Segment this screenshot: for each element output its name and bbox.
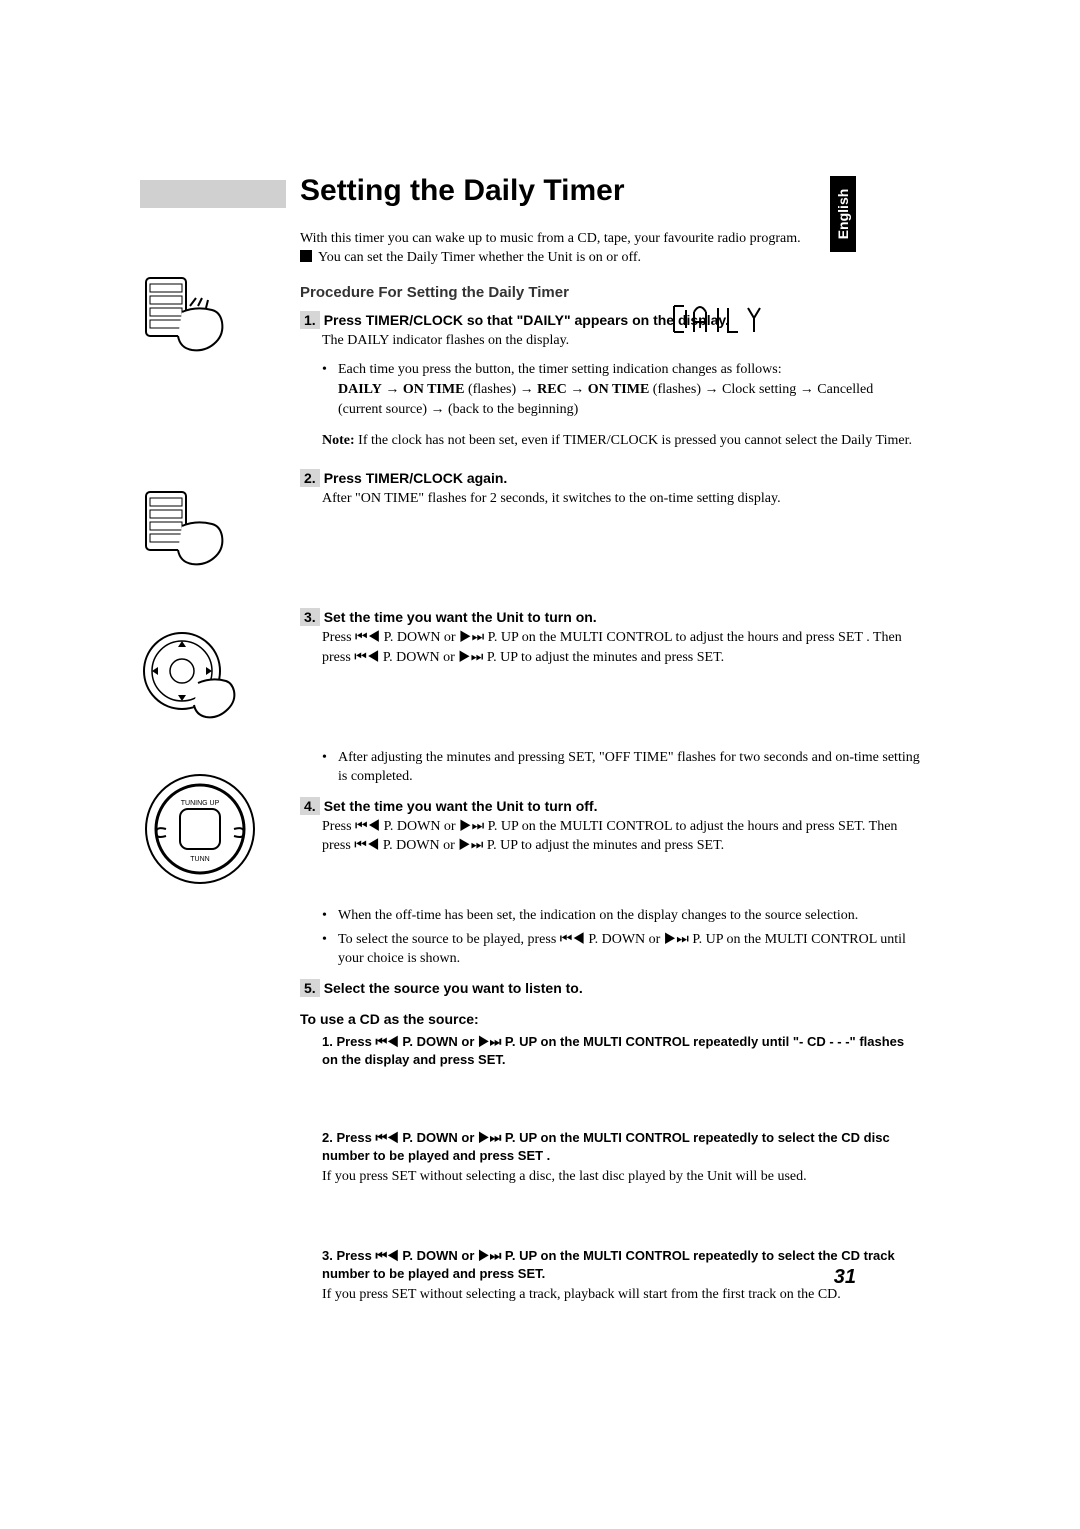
substep-1: 1. Press ⏮◀ P. DOWN or ▶⏭ P. UP on the M… — [322, 1033, 920, 1069]
square-bullet-icon — [300, 250, 312, 262]
step-3: 3.Set the time you want the Unit to turn… — [300, 608, 920, 786]
step-1-body: The DAILY indicator flashes on the displ… — [300, 331, 920, 351]
button-press-illustration-2 — [140, 486, 240, 574]
substep-3-plain: If you press SET without selecting a tra… — [322, 1285, 920, 1305]
step-3-bullets: After adjusting the minutes and pressing… — [300, 748, 920, 787]
step-5-num: 5. — [300, 979, 320, 997]
step-4-title: Set the time you want the Unit to turn o… — [324, 798, 598, 814]
button-press-illustration-1 — [140, 272, 240, 360]
procedure-heading: Procedure For Setting the Daily Timer — [300, 284, 920, 301]
step-1-bullet-1: Each time you press the button, the time… — [322, 360, 920, 419]
step-4-head: 4.Set the time you want the Unit to turn… — [300, 797, 920, 815]
illustration-sidebar: TUNING UP TUNN — [140, 272, 290, 924]
step-5-title: Select the source you want to listen to. — [324, 980, 583, 996]
multi-control-illustration-2: TUNING UP TUNN — [140, 764, 260, 894]
svg-text:TUNN: TUNN — [190, 856, 209, 863]
step-4: 4.Set the time you want the Unit to turn… — [300, 797, 920, 969]
title-grey-bar — [140, 180, 286, 208]
step-1-head: 1.Press TIMER/CLOCK so that "DAILY" appe… — [300, 311, 920, 329]
svg-text:TUNING UP: TUNING UP — [181, 800, 220, 807]
substep-3-head: 3. Press ⏮◀ P. DOWN or ▶⏭ P. UP on the M… — [322, 1248, 895, 1281]
step-3-num: 3. — [300, 608, 320, 626]
step-1-note: Note: If the clock has not been set, eve… — [300, 431, 920, 451]
step-1-bullet-pre: Each time you press the button, the time… — [338, 362, 782, 377]
step-3-body: Press ⏮◀ P. DOWN or ▶⏭ P. UP on the MULT… — [300, 628, 920, 667]
step-4-bullet-2: To select the source to be played, press… — [322, 930, 920, 969]
page-title: Setting the Daily Timer — [300, 174, 920, 208]
step-4-bullets: When the off-time has been set, the indi… — [300, 906, 920, 969]
step-3-bullet-1: After adjusting the minutes and pressing… — [322, 748, 920, 787]
step-4-bullet-1: When the off-time has been set, the indi… — [322, 906, 920, 926]
step-1-num: 1. — [300, 311, 320, 329]
multi-control-illustration-1 — [140, 624, 240, 734]
step-2-title: Press TIMER/CLOCK again. — [324, 470, 508, 486]
step-1-title: Press TIMER/CLOCK so that "DAILY" appear… — [324, 312, 729, 328]
step-3-title: Set the time you want the Unit to turn o… — [324, 609, 597, 625]
step-5-head: 5.Select the source you want to listen t… — [300, 979, 920, 997]
step-2-num: 2. — [300, 469, 320, 487]
step-5: 5.Select the source you want to listen t… — [300, 979, 920, 1305]
substep-2: 2. Press ⏮◀ P. DOWN or ▶⏭ P. UP on the M… — [322, 1129, 920, 1187]
step-1: 1.Press TIMER/CLOCK so that "DAILY" appe… — [300, 311, 920, 451]
substep-2-head: 2. Press ⏮◀ P. DOWN or ▶⏭ P. UP on the M… — [322, 1130, 890, 1163]
display-readout — [670, 302, 780, 343]
substep-2-plain: If you press SET without selecting a dis… — [322, 1167, 920, 1187]
intro-line-2: You can set the Daily Timer whether the … — [318, 250, 641, 265]
step-2-body: After "ON TIME" flashes for 2 seconds, i… — [300, 489, 920, 509]
step-5-subhead: To use a CD as the source: — [300, 1011, 920, 1027]
step-4-body: Press ⏮◀ P. DOWN or ▶⏭ P. UP on the MULT… — [300, 817, 920, 856]
intro-line-1: With this timer you can wake up to music… — [300, 231, 801, 246]
step-2: 2.Press TIMER/CLOCK again. After "ON TIM… — [300, 469, 920, 509]
page-number: 31 — [834, 1266, 856, 1289]
step-3-head: 3.Set the time you want the Unit to turn… — [300, 608, 920, 626]
manual-page: English — [0, 0, 1080, 1529]
step-1-bullets: Each time you press the button, the time… — [300, 360, 920, 419]
step-4-num: 4. — [300, 797, 320, 815]
intro-text: With this timer you can wake up to music… — [300, 230, 920, 268]
substep-3: 3. Press ⏮◀ P. DOWN or ▶⏭ P. UP on the M… — [322, 1247, 920, 1305]
main-content: Setting the Daily Timer With this timer … — [300, 174, 920, 1315]
step-5-substeps: 1. Press ⏮◀ P. DOWN or ▶⏭ P. UP on the M… — [300, 1033, 920, 1305]
step-2-head: 2.Press TIMER/CLOCK again. — [300, 469, 920, 487]
